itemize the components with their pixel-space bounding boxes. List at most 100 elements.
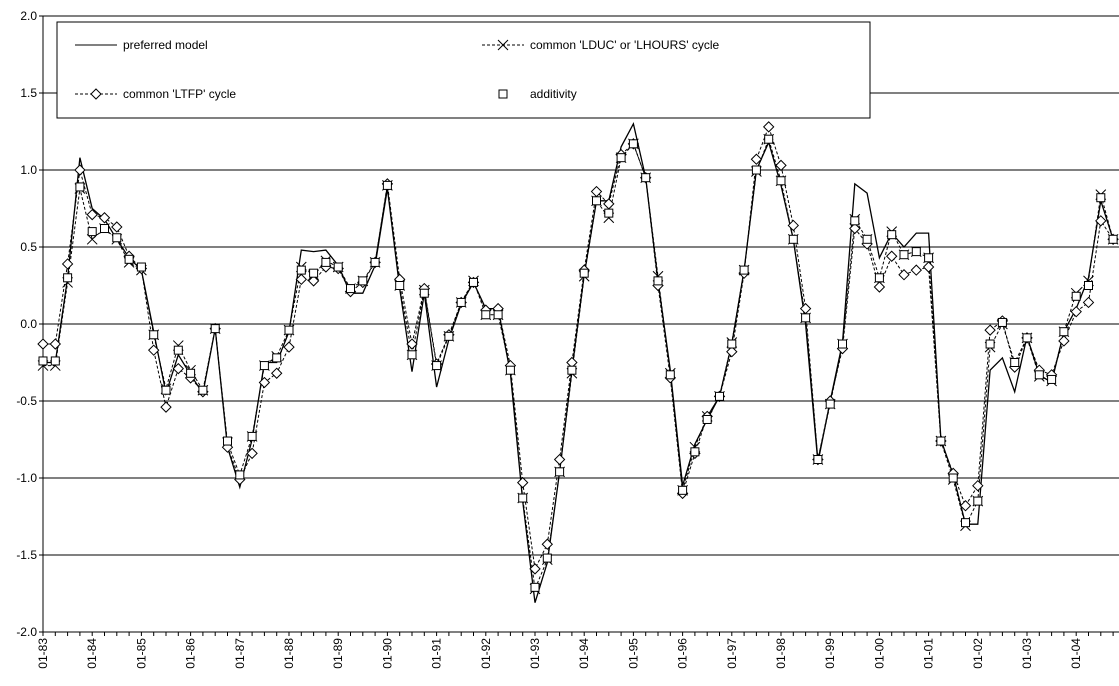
marker-square [776, 176, 786, 186]
marker-square [493, 310, 503, 320]
marker-square [124, 254, 134, 264]
marker-square [948, 473, 958, 483]
marker-diamond [147, 344, 160, 356]
marker-diamond [1082, 296, 1095, 309]
marker-square [715, 391, 724, 401]
x-tick-label: 01-95 [626, 638, 640, 669]
marker-square [87, 227, 97, 237]
marker-square [997, 317, 1007, 327]
x-tick-label: 01-89 [331, 638, 345, 669]
marker-diamond [283, 341, 295, 353]
marker-square [198, 385, 208, 395]
marker-square [63, 273, 73, 283]
marker-square [333, 262, 343, 272]
marker-square [874, 273, 884, 283]
marker-square [272, 353, 282, 363]
x-tick-label: 01-85 [134, 638, 148, 669]
marker-square [1096, 193, 1106, 203]
marker-square [825, 399, 835, 409]
marker-square [136, 262, 146, 272]
x-tick-label: 01-91 [430, 638, 444, 669]
marker-diamond [849, 222, 861, 235]
x-tick-label: 01-02 [971, 638, 985, 669]
marker-diamond [799, 302, 812, 315]
marker-square [321, 257, 331, 267]
marker-square [75, 182, 85, 192]
y-tick-label: 0.0 [20, 317, 37, 331]
marker-square [444, 331, 454, 341]
marker-diamond [910, 264, 923, 276]
marker-diamond [959, 500, 972, 512]
marker-diamond [762, 121, 775, 133]
marker-square [579, 268, 589, 278]
marker-square [210, 324, 220, 334]
marker-diamond [270, 367, 283, 379]
marker-square [862, 234, 872, 244]
marker-square [370, 257, 380, 267]
marker-diamond [61, 258, 74, 270]
x-tick-label: 01-93 [528, 638, 542, 669]
marker-square [678, 485, 688, 495]
marker-square [1084, 281, 1093, 290]
marker-diamond [246, 447, 258, 460]
marker-square [1047, 374, 1057, 384]
marker-square [296, 265, 306, 275]
marker-square [727, 339, 737, 349]
marker-diamond [553, 453, 566, 466]
marker-square [259, 361, 269, 371]
marker-square [813, 455, 823, 465]
legend-label: preferred model [123, 38, 208, 52]
marker-diamond [726, 346, 738, 358]
marker-square [665, 370, 675, 380]
series-line [43, 121, 1114, 603]
marker-square [887, 230, 897, 240]
marker-diamond [775, 159, 787, 172]
marker-diamond [111, 221, 123, 233]
marker-diamond [37, 338, 49, 350]
marker-square [395, 281, 405, 290]
x-tick-label: 01-87 [233, 638, 247, 669]
legend-label: common 'LTFP' cycle [123, 87, 236, 101]
series-line [43, 125, 1114, 571]
legend-box [56, 21, 871, 119]
marker-square [100, 224, 109, 234]
x-tick-label: 01-00 [872, 638, 886, 669]
marker-x [497, 39, 509, 51]
marker-square [432, 361, 442, 371]
marker-diamond [90, 88, 102, 100]
y-tick-label: 1.0 [20, 163, 37, 177]
x-tick-label: 01-92 [479, 638, 493, 669]
marker-square [567, 365, 577, 375]
marker-square [481, 310, 491, 320]
marker-square [530, 582, 540, 592]
marker-square [173, 345, 183, 355]
marker-square [346, 284, 355, 294]
marker-square [911, 247, 921, 257]
marker-diamond [74, 164, 86, 176]
marker-square [149, 330, 159, 340]
y-tick-label: 1.5 [20, 86, 37, 100]
marker-square [764, 134, 774, 144]
marker-square [498, 89, 508, 99]
marker-square [1010, 358, 1020, 367]
marker-diamond [1070, 305, 1082, 318]
marker-square [1059, 327, 1069, 337]
y-tick-label: 0.5 [20, 240, 37, 254]
marker-square [973, 496, 983, 506]
marker-square [936, 436, 946, 446]
marker-square [456, 297, 466, 307]
marker-diamond [898, 269, 910, 281]
marker-square [382, 180, 392, 190]
legend: preferred model common 'LDUC' or 'LHOURS'… [56, 21, 871, 119]
marker-square [899, 250, 909, 260]
marker-square [1071, 291, 1081, 301]
marker-square [801, 313, 811, 323]
marker-square [924, 253, 934, 263]
y-tick-label: 2.0 [20, 9, 37, 23]
marker-square [850, 216, 860, 226]
marker-square [38, 356, 48, 366]
marker-square [838, 339, 847, 349]
x-tick-label: 01-88 [282, 638, 296, 669]
marker-diamond [98, 212, 111, 224]
x-tick-label: 01-03 [1020, 638, 1034, 669]
